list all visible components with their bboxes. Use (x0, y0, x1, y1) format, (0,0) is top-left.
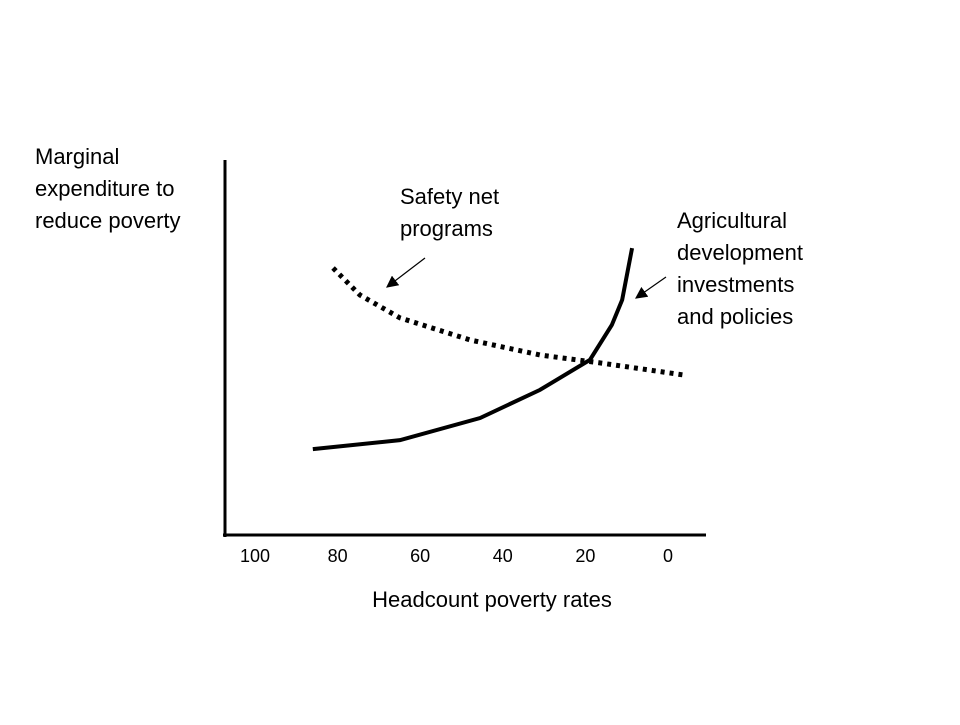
series-label: programs (400, 216, 493, 241)
x-tick-label: 20 (575, 546, 595, 566)
line (331, 266, 684, 378)
series-label: Agricultural (677, 208, 787, 233)
series-label: Safety net (400, 184, 499, 209)
x-axis-title: Headcount poverty rates (372, 587, 612, 612)
x-tick-label: 60 (410, 546, 430, 566)
series-label: and policies (677, 304, 793, 329)
annotation-arrow (386, 257, 426, 288)
x-tick-label: 80 (328, 546, 348, 566)
series-label: investments (677, 272, 794, 297)
y-axis-title: expenditure to (35, 176, 174, 201)
line (312, 247, 635, 452)
y-axis-title: Marginal (35, 144, 119, 169)
y-axis-title: reduce poverty (35, 208, 181, 233)
x-tick-label: 40 (493, 546, 513, 566)
x-tick-label: 100 (240, 546, 270, 566)
x-tick-label: 0 (663, 546, 673, 566)
series-label: development (677, 240, 803, 265)
annotation-arrow (635, 276, 667, 299)
